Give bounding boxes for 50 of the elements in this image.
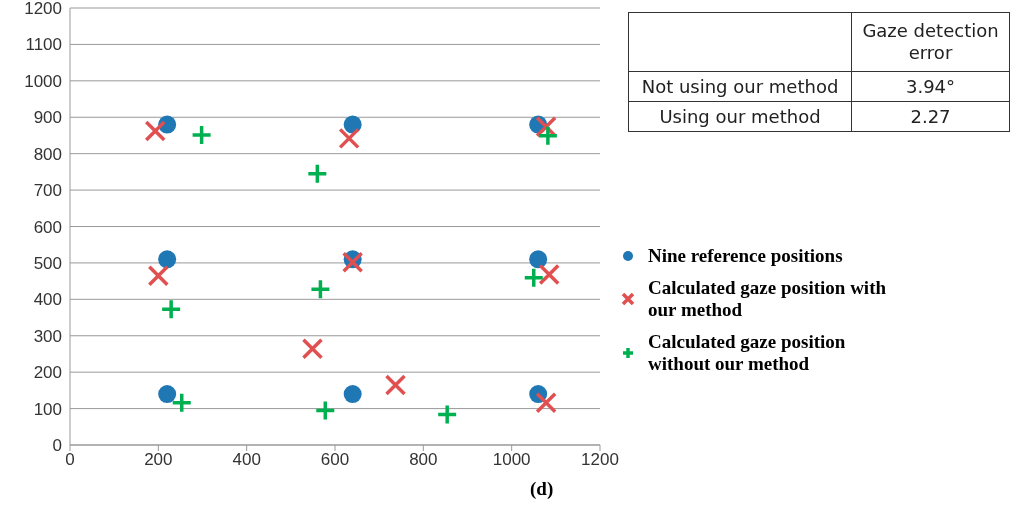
y-tick-label: 800 <box>33 144 62 164</box>
x-tick-label: 800 <box>409 450 438 470</box>
text: Not using our method <box>628 71 852 102</box>
y-tick-label: 600 <box>33 217 62 237</box>
point <box>523 267 545 289</box>
point <box>190 124 213 146</box>
x-tick-label: 1200 <box>581 450 619 470</box>
x-tick-label: 1000 <box>492 450 531 470</box>
point <box>529 250 548 269</box>
text: Using our method <box>628 101 852 132</box>
text: 2.27 <box>851 101 1010 132</box>
point <box>384 374 407 396</box>
point <box>170 392 193 414</box>
y-tick-label: 1100 <box>25 35 62 55</box>
y-tick-label: 300 <box>33 326 62 346</box>
legend-label: Calculated gaze position without our method <box>648 331 847 375</box>
point <box>538 263 560 286</box>
text: Gaze detection error <box>851 12 1010 72</box>
point <box>309 278 332 300</box>
text: (d) <box>530 478 554 500</box>
x-tick-label: 600 <box>320 450 350 470</box>
y-tick-label: 400 <box>33 290 62 310</box>
point <box>158 250 177 269</box>
point <box>436 403 458 426</box>
y-tick-label: 500 <box>33 253 62 273</box>
x-tick-label: 400 <box>232 450 261 470</box>
y-tick-label: 200 <box>33 363 62 383</box>
point <box>338 127 360 150</box>
y-tick-label: 0 <box>52 436 62 456</box>
point <box>306 162 329 185</box>
point <box>537 125 559 147</box>
point <box>343 115 362 134</box>
y-tick-label: 1200 <box>24 0 62 19</box>
x-tick-label: 200 <box>144 450 173 470</box>
y-tick-label: 1000 <box>24 71 62 91</box>
point <box>535 392 557 414</box>
y-tick-label: 900 <box>33 108 62 128</box>
point <box>343 385 362 404</box>
y-tick-label: 100 <box>33 399 62 419</box>
text: 3.94° <box>851 71 1010 102</box>
point <box>314 399 337 422</box>
point <box>301 338 324 360</box>
point <box>147 264 170 287</box>
legend-label: Calculated gaze position with our method <box>648 277 888 321</box>
legend-label: Nine reference positions <box>648 245 844 267</box>
y-tick-label: 700 <box>33 181 62 201</box>
point <box>144 120 166 142</box>
point <box>158 385 177 404</box>
x-tick-label: 0 <box>65 450 75 470</box>
point <box>160 298 182 320</box>
